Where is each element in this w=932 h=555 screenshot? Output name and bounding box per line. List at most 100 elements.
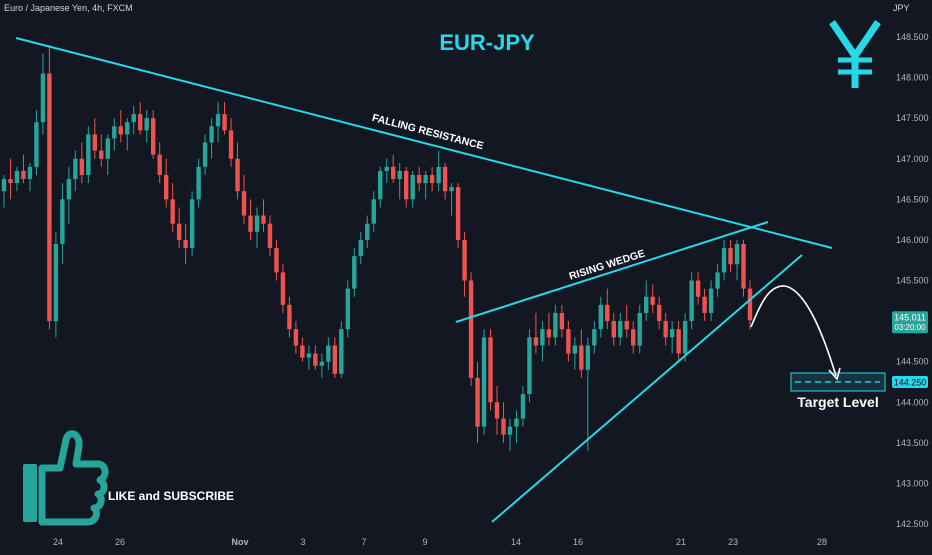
candle-body — [235, 158, 240, 192]
y-tick-label: 148.000 — [896, 73, 929, 83]
candle-body — [585, 345, 591, 370]
falling-resistance-line — [15, 37, 833, 249]
candle-body — [605, 304, 610, 322]
candle-body — [559, 312, 565, 330]
candle-body — [682, 321, 688, 354]
candle-body — [92, 134, 98, 151]
candle-body — [157, 154, 162, 175]
y-tick-label: 143.500 — [896, 438, 929, 448]
candle-body — [579, 345, 584, 370]
candle-body — [416, 174, 422, 184]
thumbs-up-hand — [38, 430, 109, 526]
x-tick-label: 9 — [422, 537, 427, 547]
candle-body — [222, 114, 227, 131]
candle-body — [293, 329, 299, 346]
candle-body — [533, 337, 539, 346]
candle-body — [747, 288, 753, 321]
candle-body — [196, 166, 201, 200]
candle-body — [209, 126, 214, 143]
candle-body — [53, 243, 59, 322]
y-tick-label: 144.500 — [896, 357, 929, 367]
candle-body — [326, 345, 331, 362]
yen-icon — [829, 20, 881, 88]
candle-body — [455, 187, 461, 240]
candle-body — [741, 243, 746, 289]
y-tick-label: 145.500 — [896, 276, 929, 286]
currency-unit: JPY — [893, 3, 910, 13]
y-tick-label: 147.500 — [896, 113, 929, 123]
candle-body — [689, 280, 694, 322]
candle-body — [163, 174, 169, 200]
candle-body — [488, 337, 493, 403]
candle-body — [47, 73, 52, 322]
candle-body — [650, 296, 655, 305]
candle-body — [462, 239, 467, 281]
candle-body — [176, 223, 182, 240]
x-tick-label: 28 — [817, 537, 827, 547]
candle-body — [644, 296, 649, 313]
candle-body — [695, 280, 701, 297]
candle-body — [170, 199, 175, 224]
candle-body — [1, 179, 7, 192]
candle-body — [345, 288, 351, 330]
candle-body — [391, 166, 396, 180]
x-tick-label: 16 — [573, 537, 583, 547]
candle-body — [397, 170, 402, 180]
y-tick-label: 144.000 — [896, 397, 929, 407]
y-tick-label: 142.500 — [896, 519, 929, 529]
candle-body — [384, 166, 389, 171]
candle-body — [475, 377, 480, 427]
target-level-label: Target Level — [797, 394, 878, 410]
symbol-header: Euro / Japanese Yen, 4h, FXCM — [4, 3, 133, 13]
candle-body — [332, 345, 338, 374]
candle-body — [546, 329, 552, 338]
candle-body — [618, 321, 623, 338]
like-subscribe-label: LIKE and SUBSCRIBE — [108, 489, 234, 503]
candle-body — [514, 418, 519, 427]
candle-body — [40, 73, 46, 123]
candle-body — [507, 426, 513, 435]
candle-body — [267, 223, 273, 249]
candle-body — [274, 248, 279, 273]
candle-body — [501, 418, 506, 435]
candle-body — [105, 138, 110, 159]
candle-body — [261, 215, 266, 224]
y-tick-label: 148.500 — [896, 32, 929, 42]
candle-body — [313, 353, 318, 366]
candle-body — [378, 170, 383, 200]
falling-resistance-label: FALLING RESISTANCE — [371, 112, 485, 152]
candle-body — [339, 329, 344, 374]
x-tick-label: 24 — [53, 537, 63, 547]
candle-body — [669, 329, 675, 338]
candle-body — [27, 166, 33, 180]
candle-body — [721, 248, 727, 273]
chart-title: EUR-JPY — [439, 30, 535, 55]
candle-body — [228, 130, 234, 159]
candle-body — [481, 337, 487, 427]
wedge-lower-line — [491, 254, 803, 523]
candle-body — [656, 304, 662, 322]
x-tick-label: Nov — [231, 537, 248, 547]
candle-body — [131, 114, 136, 123]
candle-body — [708, 288, 714, 313]
candle-body — [734, 243, 740, 265]
candle-body — [637, 312, 642, 346]
candle-body — [663, 321, 668, 338]
yen-icon-v — [829, 20, 881, 63]
target-price-label: 144.250 — [894, 377, 927, 387]
candle-body — [436, 166, 441, 184]
candle-body — [287, 304, 292, 330]
y-tick-label: 147.000 — [896, 154, 929, 164]
candle-body — [468, 280, 474, 378]
y-tick-label: 146.500 — [896, 194, 929, 204]
candle-body — [371, 199, 376, 224]
candle-body — [60, 199, 65, 244]
candle-body — [494, 402, 500, 419]
projection-arrow-curve — [750, 285, 837, 377]
candle-body — [429, 174, 435, 184]
candle-body — [702, 296, 707, 313]
x-tick-label: 21 — [676, 537, 686, 547]
y-tick-label: 143.000 — [896, 478, 929, 488]
